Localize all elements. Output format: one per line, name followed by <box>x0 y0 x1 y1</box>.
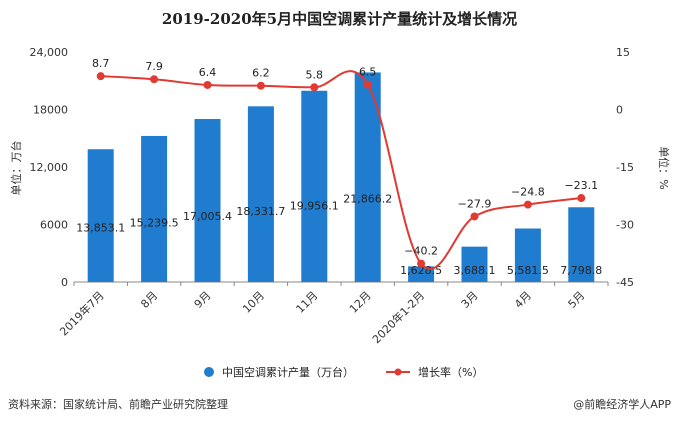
y-tick-label: 12,000 <box>30 161 69 174</box>
x-tick-label: 8月 <box>138 289 160 311</box>
source-note: 资料来源：国家统计局、前瞻产业研究院整理 <box>8 397 228 411</box>
bar-labels: 13,853.1 15,239.5 17,005.4 18,331.7 19,956.1… <box>76 192 602 277</box>
bar <box>301 90 328 282</box>
line-value-label: −27.9 <box>458 197 492 210</box>
line-point <box>203 80 212 89</box>
legend-bar-marker <box>204 367 214 377</box>
line-value-label: 6.4 <box>199 66 217 79</box>
y2-axis-title: 单位：% <box>657 146 671 189</box>
bar-value-label: 1,628.5 <box>400 264 442 277</box>
y-tick-label: 18000 <box>33 104 68 117</box>
legend-line-dot <box>394 368 402 376</box>
line-series <box>96 70 586 271</box>
line-labels: 8.7 7.9 6.4 6.2 5.8 6.5 −40.2 −27.9 −24.8 −23.1 <box>92 57 598 257</box>
x-tick-label: 12月 <box>347 289 374 316</box>
line-point <box>150 75 159 84</box>
bar-value-label: 5,581.5 <box>507 264 549 277</box>
line-point <box>470 212 479 221</box>
y2-tick-label: -30 <box>616 219 634 232</box>
line-point <box>256 81 265 90</box>
y-tick-label: 0 <box>61 276 68 289</box>
bar-value-label: 3,688.1 <box>454 264 496 277</box>
line-point <box>577 194 586 203</box>
legend-bar-label: 中国空调累计产量（万台） <box>222 365 354 379</box>
line-value-label: 7.9 <box>145 60 163 73</box>
y-axis-title: 单位：万台 <box>9 141 23 196</box>
bar-value-label: 7,798.8 <box>560 264 602 277</box>
y2-tick-label: -15 <box>616 161 634 174</box>
bar <box>194 119 221 282</box>
x-tick-label: 9月 <box>192 289 214 311</box>
y-tick-label: 6000 <box>40 219 68 232</box>
footer-brand: @前瞻经济学人APP <box>573 397 671 411</box>
bar-series <box>87 72 595 283</box>
x-tick-label: 10月 <box>240 289 267 316</box>
line-point <box>310 83 319 92</box>
bar <box>141 135 168 282</box>
y2-tick-label: 0 <box>616 104 623 117</box>
line-value-label: 5.8 <box>306 68 324 81</box>
x-tick-label: 5月 <box>566 289 588 311</box>
x-tick-label: 4月 <box>512 289 534 311</box>
bar-value-label: 19,956.1 <box>290 199 339 212</box>
line-point <box>363 80 372 89</box>
bar <box>568 207 595 282</box>
bar-value-label: 18,331.7 <box>236 205 285 218</box>
y-tick-label: 24,000 <box>30 46 69 59</box>
legend: 中国空调累计产量（万台） 增长率（%） <box>204 365 483 379</box>
bar-value-label: 13,853.1 <box>76 222 125 235</box>
line-value-label: 6.2 <box>252 67 270 80</box>
line-value-label: −40.2 <box>404 245 438 258</box>
x-tick-label: 3月 <box>459 289 481 311</box>
x-tick-label: 11月 <box>294 289 321 316</box>
bar <box>514 228 541 282</box>
y2-tick-label: 15 <box>616 46 630 59</box>
bar <box>87 149 114 282</box>
bar <box>461 246 488 282</box>
chart-title: 2019-2020年5月中国空调累计产量统计及增长情况 <box>162 10 517 28</box>
line-value-label: 6.5 <box>359 66 377 79</box>
x-tick-label: 2020年1-2月 <box>369 288 427 346</box>
bar-value-label: 17,005.4 <box>183 210 232 223</box>
line-value-label: 8.7 <box>92 57 110 70</box>
growth-line <box>100 70 582 271</box>
axes: 0 6000 12,000 18000 24,000 -45 -30 -15 0 15 <box>30 46 634 289</box>
line-point <box>96 72 105 81</box>
line-value-label: −24.8 <box>511 186 545 199</box>
legend-line-label: 增长率（%） <box>418 365 483 379</box>
line-value-label: −23.1 <box>564 179 598 192</box>
bar-value-label: 21,866.2 <box>343 192 392 205</box>
x-tick-label: 2019年7月 <box>57 288 107 338</box>
bar-value-label: 15,239.5 <box>130 217 179 230</box>
bar <box>408 266 435 282</box>
line-point <box>417 259 426 268</box>
y2-tick-label: -45 <box>616 276 634 289</box>
line-point <box>523 200 532 209</box>
bar <box>247 106 274 283</box>
